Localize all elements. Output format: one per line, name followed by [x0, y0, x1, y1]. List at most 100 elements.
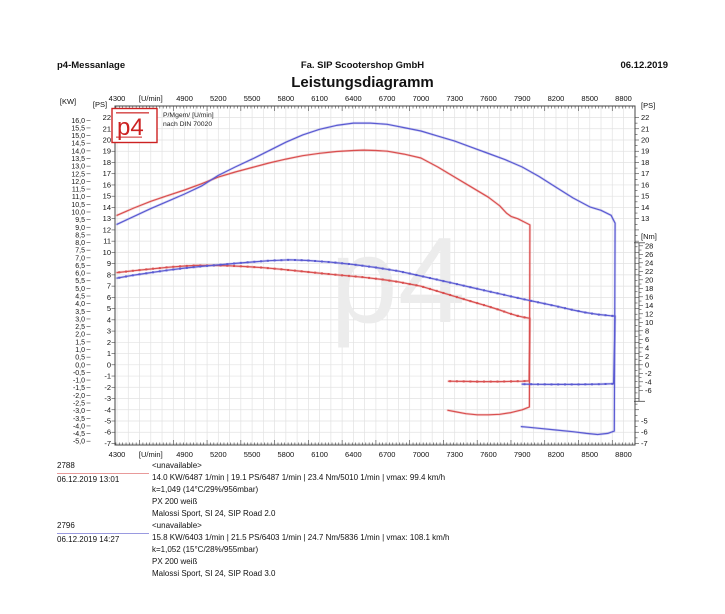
p4-logo-text: p4	[117, 114, 144, 141]
marker	[131, 269, 134, 272]
kw-tick-label: 12,0	[71, 179, 85, 186]
marker	[564, 307, 566, 310]
right-axis-ticks	[635, 117, 639, 444]
left-axis: 16,015,515,014,514,013,513,012,512,011,5…	[60, 97, 115, 448]
marker	[422, 275, 425, 278]
marker	[118, 276, 121, 279]
kw-tick-label: 1,0	[75, 347, 85, 354]
marker	[523, 380, 526, 383]
ps-tick-label: 2	[107, 338, 111, 347]
marker	[584, 383, 587, 386]
marker	[125, 275, 127, 278]
marker	[611, 314, 614, 317]
marker	[483, 304, 485, 307]
marker	[489, 290, 492, 293]
nm-tick-label: 26	[645, 250, 653, 259]
p4-logo-bottomline	[116, 136, 142, 138]
kw-tick-label: 14,0	[71, 148, 85, 155]
x-tick-label-bottom: 5200	[210, 450, 227, 459]
run-name: <unavailable>	[152, 521, 202, 530]
marker	[280, 268, 283, 271]
marker	[462, 298, 465, 301]
ps-tick-label: 6	[107, 293, 111, 302]
marker	[388, 279, 391, 282]
nm-tick-label: 10	[645, 318, 653, 327]
marker	[131, 274, 134, 277]
curve-2796-power	[116, 122, 616, 436]
watermark-text: p4	[330, 212, 466, 348]
app-title: p4-Messanlage	[57, 60, 126, 71]
nm-tick-label: 4	[645, 343, 649, 352]
marker	[165, 269, 168, 272]
marker	[307, 259, 310, 262]
kw-tick-label: 9,5	[75, 217, 85, 224]
kw-tick-label: 14,5	[71, 141, 85, 148]
x-tick-label-top: 6400	[345, 94, 362, 103]
marker	[564, 383, 566, 386]
marker	[422, 285, 425, 288]
kw-tick-label: -0,5	[73, 370, 85, 377]
x-axis-labels: 43004300[U/min][U/min]490049005200520055…	[109, 94, 632, 459]
marker	[172, 268, 175, 271]
kw-tick-label: 5,0	[75, 286, 85, 293]
kw-tick-label: -2,5	[73, 401, 85, 408]
marker	[381, 278, 384, 281]
marker	[523, 316, 526, 319]
run-setup: Malossi Sport, SI 24, SIP Road 3.0	[152, 569, 276, 578]
marker	[172, 265, 175, 268]
x-tick-label-top: 7600	[480, 94, 497, 103]
marker	[584, 311, 587, 314]
marker	[199, 265, 202, 268]
marker	[239, 261, 242, 264]
right-ps-tick-label: -6	[641, 428, 648, 437]
marker	[597, 383, 600, 386]
ps-tick-label: 16	[103, 180, 111, 189]
x-tick-label-bottom: 6100	[311, 450, 328, 459]
marker	[327, 261, 330, 263]
run-stats: 15.8 KW/6403 1/min | 21.5 PS/6403 1/min …	[152, 533, 450, 542]
marker	[503, 380, 506, 383]
run-datetime: 06.12.2019 13:01	[57, 475, 120, 484]
nm-unit-label: [Nm]	[641, 232, 657, 241]
kw-tick-label: 4,5	[75, 294, 85, 301]
x-tick-label-bottom: 5500	[244, 450, 261, 459]
nm-tick-label: 18	[645, 284, 653, 293]
right-ps-tick-label: 18	[641, 158, 649, 167]
marker	[273, 259, 276, 262]
run-vehicle: PX 200 weiß	[152, 497, 198, 506]
marker	[395, 269, 398, 272]
marker	[320, 272, 323, 275]
x-tick-label-bottom: 5800	[278, 450, 295, 459]
ps-tick-label: 0	[107, 360, 111, 369]
curve-2796-torque-markers	[118, 258, 614, 386]
x-tick-label-top: 6100	[311, 94, 328, 103]
x-tick-label-bottom: 7600	[480, 450, 497, 459]
marker	[320, 260, 323, 263]
ps-tick-label: 14	[103, 203, 111, 212]
kw-tick-label: 0,5	[75, 355, 85, 362]
kw-tick-label: 2,5	[75, 324, 85, 331]
marker	[496, 308, 499, 311]
x-tick-label-bottom: 8800	[615, 450, 632, 459]
run-vehicle: PX 200 weiß	[152, 557, 198, 566]
marker	[449, 294, 452, 296]
marker	[537, 383, 539, 386]
marker	[503, 293, 506, 296]
nm-tick-label: 0	[645, 360, 649, 369]
marker	[469, 300, 472, 303]
marker	[354, 263, 357, 266]
marker	[496, 292, 499, 295]
marker	[435, 278, 438, 281]
marker	[604, 314, 607, 317]
kw-tick-label: -2,0	[73, 393, 85, 400]
marker	[145, 272, 148, 275]
marker	[577, 383, 580, 386]
run-stats: 14.0 KW/6487 1/min | 19.1 PS/6487 1/min …	[152, 473, 446, 482]
right-ps-tick-label: -5	[641, 417, 648, 426]
marker	[273, 267, 276, 270]
marker	[381, 267, 384, 270]
marker	[530, 299, 533, 302]
x-tick-label-bottom: 7000	[413, 450, 430, 459]
